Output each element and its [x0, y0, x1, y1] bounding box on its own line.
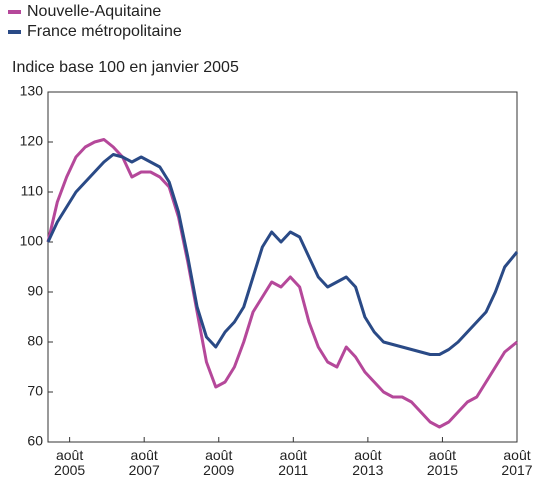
y-tick-label: 100: [20, 233, 44, 249]
y-tick-label: 90: [27, 283, 43, 299]
x-tick-label: août 2011: [278, 447, 309, 478]
x-tick-label: août 2015: [426, 447, 458, 478]
series-line: [46, 153, 519, 356]
x-tick-label: août 2005: [54, 447, 86, 478]
legend-swatch: [8, 30, 21, 34]
series-line: [46, 138, 518, 429]
y-tick-label: 120: [20, 133, 44, 149]
y-tick-label: 60: [27, 433, 43, 449]
x-tick-label: août 2007: [128, 447, 160, 478]
chart-subtitle: Indice base 100 en janvier 2005: [12, 59, 239, 76]
x-tick-label: août 2009: [203, 447, 235, 478]
y-tick-label: 80: [27, 333, 43, 349]
x-tick-label: août 2013: [352, 447, 384, 478]
y-tick-label: 130: [20, 83, 44, 99]
y-tick-label: 110: [21, 183, 44, 199]
legend-swatch: [8, 10, 21, 14]
x-tick-label: août 2017: [501, 447, 533, 478]
y-tick-label: 70: [27, 383, 43, 399]
legend-label: France métropolitaine: [27, 23, 182, 40]
legend-label: Nouvelle-Aquitaine: [27, 3, 161, 20]
plot-frame: [47, 91, 518, 443]
